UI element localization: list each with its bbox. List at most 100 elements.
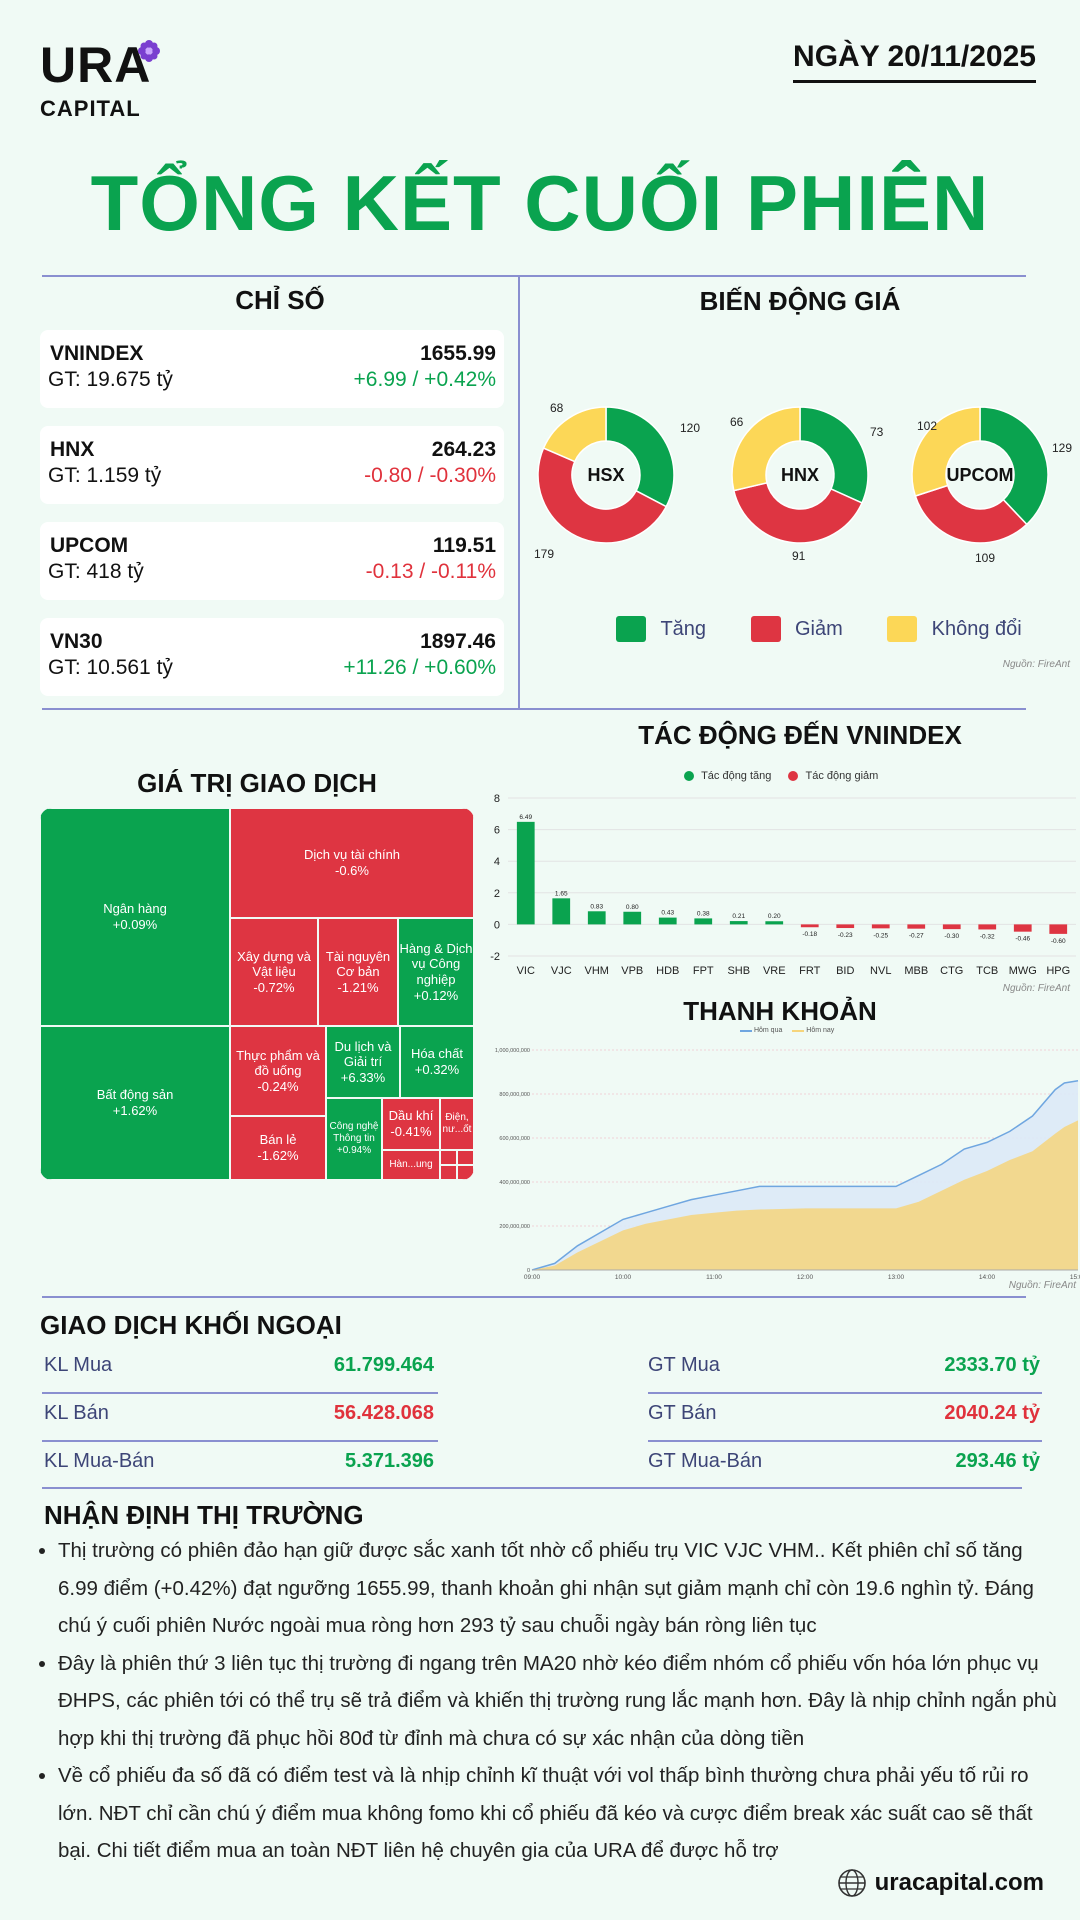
impact-bar	[800, 924, 819, 928]
sector-change: +0.09%	[112, 917, 158, 932]
divider	[518, 276, 520, 709]
sector-name: Bán lẻ	[259, 1132, 297, 1148]
index-value-traded: GT: 418 tỷ	[48, 560, 144, 583]
index-change: -0.80 / -0.30%	[364, 464, 496, 487]
x-tick-label: FRT	[799, 965, 820, 977]
treemap-cell-small	[457, 1165, 474, 1180]
sector-name: Dầu khí	[388, 1108, 434, 1124]
treemap-cell: Hàng & Dịch vụ Công nghiệp +0.12%	[398, 918, 474, 1026]
index-name: HNX	[50, 438, 95, 461]
legend-swatch-down	[750, 616, 781, 642]
y-tick-label: 4	[494, 856, 500, 868]
donut-center-label: HSX	[587, 465, 624, 485]
foreign-label: GT Bán	[648, 1402, 717, 1424]
x-tick-label: TCB	[976, 965, 998, 977]
x-tick-label: NVL	[870, 965, 891, 977]
donut-slice-up	[605, 406, 675, 508]
donut-count-up: 73	[870, 425, 884, 439]
impact-bar	[694, 918, 713, 925]
legend-swatch-flat	[887, 616, 918, 642]
index-change: +11.26 / +0.60%	[343, 656, 496, 679]
x-tick-label: VIC	[517, 965, 535, 977]
sector-change: -0.24%	[257, 1078, 299, 1094]
treemap-cell: Hóa chất +0.32%	[400, 1026, 474, 1098]
index-card: HNX GT: 1.159 tỷ 264.23 -0.80 / -0.30%	[40, 426, 504, 504]
bar-data-label: 6.49	[519, 814, 532, 821]
sector-change: +0.32%	[414, 1062, 460, 1077]
sector-treemap: Ngân hàng +0.09% Bất động sản +1.62% Dịch vụ…	[40, 808, 474, 1180]
foreign-value: 293.46 tỷ	[955, 1450, 1040, 1472]
y-tick-label: 400,000,000	[499, 1180, 530, 1186]
impact-bar	[978, 924, 997, 930]
legend-label-today: Hôm nay	[806, 1027, 835, 1034]
bar-data-label: 0.38	[697, 910, 710, 917]
source-note: Nguồn: FireAnt	[1008, 1280, 1076, 1291]
y-tick-label: 0	[527, 1268, 530, 1274]
sector-change: +1.62%	[112, 1103, 158, 1118]
x-tick-label: 15:00	[1070, 1274, 1080, 1281]
bar-data-label: -0.30	[944, 933, 959, 940]
commentary-point: Đây là phiên thứ 3 liên tục thị trường đ…	[58, 1645, 1064, 1758]
line-yesterday	[531, 1080, 1079, 1271]
donut-center-label: UPCOM	[947, 465, 1014, 485]
index-value-traded: GT: 19.675 tỷ	[48, 368, 173, 391]
donut-count-down: 179	[534, 547, 554, 561]
bar-data-label: -0.23	[838, 932, 853, 939]
donut-slice-flat	[731, 406, 801, 492]
impact-legend: Tác động tăng Tác động giảm	[684, 770, 878, 782]
legend-dot-up	[684, 771, 694, 782]
y-tick-label: 2	[494, 888, 500, 900]
bar-data-label: -0.32	[980, 933, 995, 940]
logo-subtext: CAPITAL	[40, 96, 141, 121]
footer-site[interactable]: uracapital.com	[837, 1868, 1044, 1898]
breadth-donuts: HSX 120 179 68 HNX 73 91 66 UPCOM 129 109 102	[534, 401, 1072, 565]
area-today	[532, 1120, 1078, 1270]
row-divider	[42, 1440, 438, 1442]
flower-icon	[138, 40, 160, 62]
row-divider	[42, 1392, 438, 1394]
sector-name: Điện, nư...ốt	[442, 1112, 472, 1135]
impact-bar	[516, 821, 535, 925]
donut-slice-down	[732, 481, 863, 544]
treemap-title: GIÁ TRỊ GIAO DỊCH	[137, 768, 377, 798]
y-tick-label: 200,000,000	[499, 1224, 530, 1230]
y-tick-label: 8	[494, 793, 500, 805]
impact-bar	[658, 917, 677, 925]
y-tick-label: 800,000,000	[499, 1092, 530, 1098]
legend-label-up: Tăng	[660, 617, 707, 640]
donut-count-flat: 102	[917, 419, 937, 433]
index-card: UPCOM GT: 418 tỷ 119.51 -0.13 / -0.11%	[40, 522, 504, 600]
x-tick-label: 12:00	[797, 1274, 814, 1281]
page-title: TỔNG KẾT CUỐI PHIÊN	[90, 159, 990, 247]
sector-name: Hàn...ung	[389, 1159, 433, 1170]
bar-data-label: 1.65	[555, 890, 568, 897]
x-tick-label: HPG	[1046, 965, 1070, 977]
index-card: VNINDEX GT: 19.675 tỷ 1655.99 +6.99 / +0.42…	[40, 330, 504, 408]
sector-change: +0.94%	[336, 1145, 372, 1156]
source-note: Nguồn: FireAnt	[1002, 983, 1070, 994]
bar-data-label: 0.80	[626, 904, 639, 911]
globe-icon	[837, 1869, 866, 1897]
y-tick-label: -2	[490, 951, 500, 963]
x-tick-label: 11:00	[706, 1274, 722, 1281]
impact-title: TÁC ĐỘNG ĐẾN VNINDEX	[638, 720, 962, 750]
sector-name: Dịch vụ tài chính	[303, 847, 401, 863]
foreign-label: KL Mua	[44, 1354, 113, 1376]
legend-label-yesterday: Hôm qua	[753, 1027, 783, 1034]
treemap-cell: Tài nguyên Cơ bản -1.21%	[318, 918, 398, 1026]
impact-bar	[765, 921, 784, 925]
bar-data-label: -0.27	[909, 933, 924, 940]
breadth-legend: Tăng Giảm Không đổi	[616, 616, 1076, 642]
liquidity-title: THANH KHOẢN	[683, 996, 877, 1026]
bar-data-label: -0.46	[1015, 936, 1030, 943]
commentary-list: Thị trường có phiên đảo hạn giữ được sắc…	[40, 1532, 1064, 1870]
impact-bar	[623, 911, 642, 925]
sector-name: Thực phẩm và đồ uống	[236, 1047, 320, 1079]
x-tick-label: MWG	[1009, 965, 1037, 977]
impact-chart: 8 6 4 2 0 -2 6.49 VIC 1.65 VJC 0.83 VHM 0.80 VPB 0.43 H…	[490, 793, 1076, 977]
sector-name: Công nghệ Thông tin	[329, 1121, 379, 1144]
commentary-title: NHẬN ĐỊNH THỊ TRƯỜNG	[44, 1500, 364, 1530]
x-tick-label: 14:00	[979, 1274, 996, 1281]
x-tick-label: CTG	[940, 965, 963, 977]
x-tick-label: VPB	[621, 965, 643, 977]
